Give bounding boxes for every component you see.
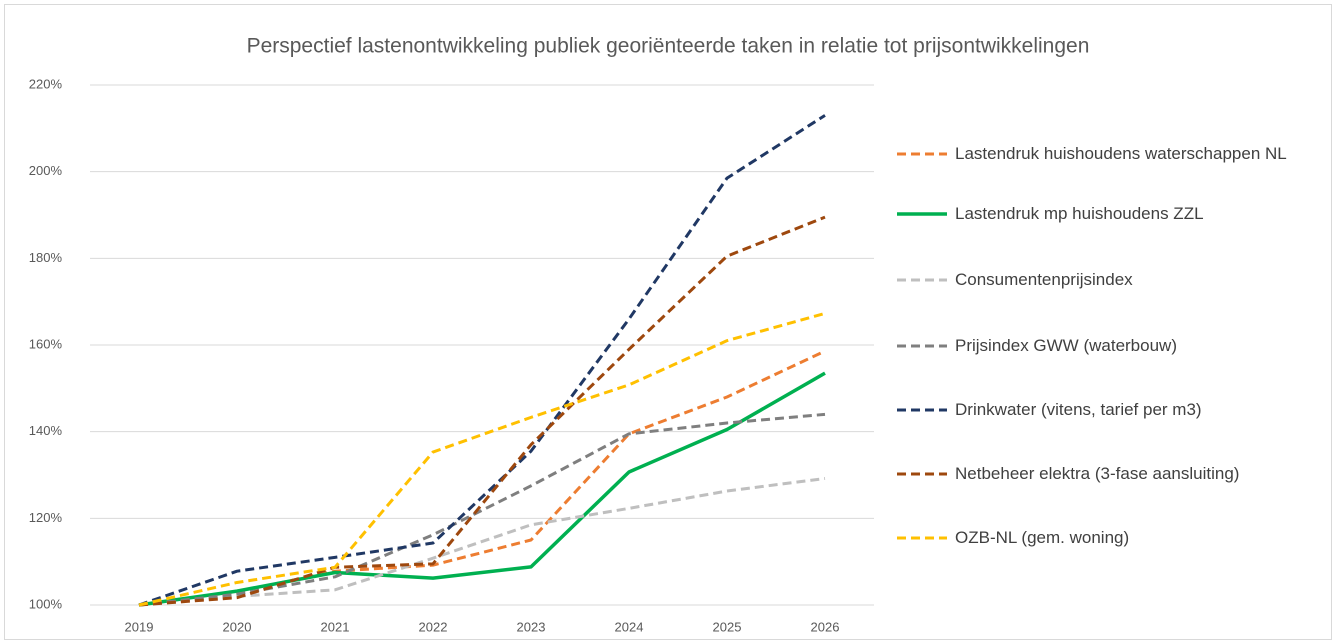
legend-label: Lastendruk mp huishoudens ZZL (955, 204, 1204, 223)
x-tick-label: 2021 (321, 619, 350, 634)
y-tick-label: 120% (29, 510, 63, 525)
x-tick-label: 2024 (615, 619, 644, 634)
series-line (138, 114, 826, 607)
x-tick-label: 2026 (811, 619, 840, 634)
series-line (138, 371, 826, 607)
x-tick-label: 2025 (713, 619, 742, 634)
y-tick-label: 140% (29, 423, 63, 438)
chart-frame (4, 4, 1332, 640)
y-tick-label: 100% (29, 596, 63, 611)
x-tick-label: 2020 (223, 619, 252, 634)
legend-label: Consumentenprijsindex (955, 270, 1133, 289)
legend-label: Lastendruk huishoudens waterschappen NL (955, 144, 1287, 163)
series-line (138, 311, 826, 607)
x-tick-label: 2019 (125, 619, 154, 634)
x-tick-label: 2023 (517, 619, 546, 634)
y-tick-label: 220% (29, 76, 63, 91)
y-tick-label: 200% (29, 163, 63, 178)
legend-label: Drinkwater (vitens, tarief per m3) (955, 400, 1202, 419)
legend-label: Netbeheer elektra (3-fase aansluiting) (955, 464, 1240, 483)
series-line (138, 215, 826, 607)
legend-label: OZB-NL (gem. woning) (955, 528, 1130, 547)
chart-title: Perspectief lastenontwikkeling publiek g… (247, 35, 1090, 58)
legend-label: Prijsindex GWW (waterbouw) (955, 336, 1177, 355)
series-line (138, 476, 826, 607)
x-tick-label: 2022 (419, 619, 448, 634)
y-tick-label: 180% (29, 250, 63, 265)
y-tick-label: 160% (29, 336, 63, 351)
